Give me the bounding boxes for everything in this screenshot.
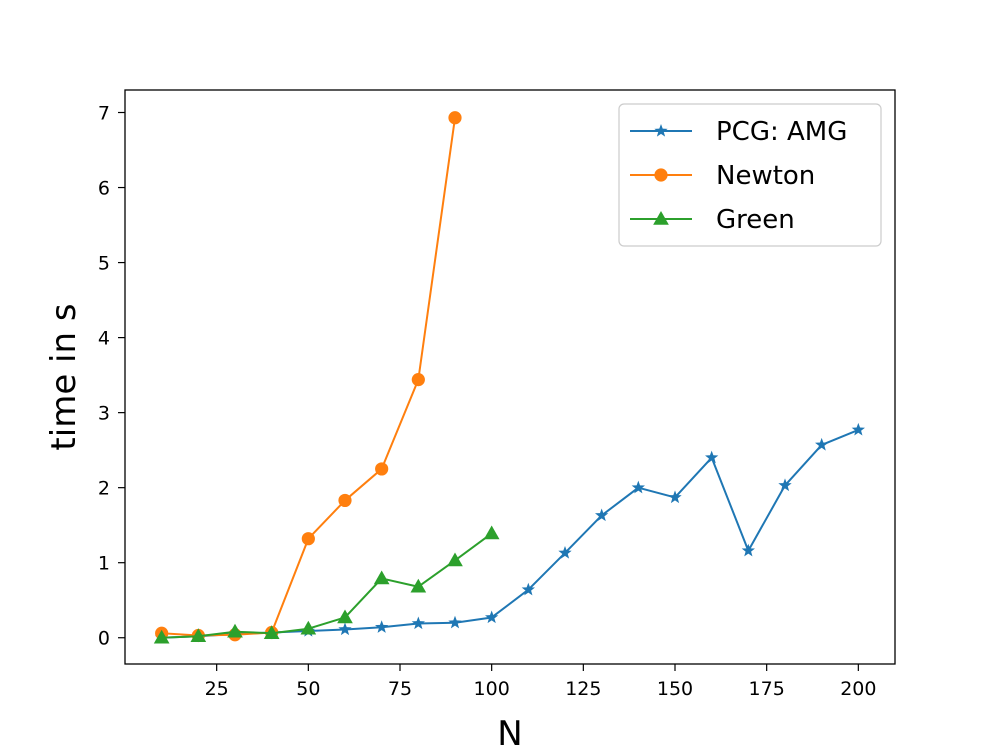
data-point-newton xyxy=(375,462,389,476)
x-tick-label: 150 xyxy=(657,678,693,700)
data-point-green xyxy=(190,628,207,642)
data-point-green xyxy=(447,552,463,567)
legend-entry-pcg-amg: PCG: AMG xyxy=(630,117,847,147)
y-tick-label: 2 xyxy=(98,478,110,500)
data-point-pcg-amg xyxy=(815,437,829,451)
data-point-newton xyxy=(411,373,425,387)
data-point-green xyxy=(263,625,280,639)
data-point-pcg-amg xyxy=(595,508,609,522)
data-point-newton xyxy=(301,532,315,546)
legend: PCG: AMG Newton Green xyxy=(618,103,882,247)
data-point-pcg-amg xyxy=(741,543,755,557)
y-tick-label: 6 xyxy=(98,178,110,200)
legend-label-green: Green xyxy=(716,205,795,235)
plot-frame xyxy=(124,89,896,665)
legend-box xyxy=(618,103,882,247)
y-tick-label: 3 xyxy=(98,403,110,425)
x-axis-label: N xyxy=(497,714,522,747)
data-point-green xyxy=(483,525,500,540)
y-tick-label: 5 xyxy=(98,253,110,275)
data-point-pcg-amg xyxy=(521,582,535,596)
data-point-pcg-amg xyxy=(558,545,572,559)
data-point-pcg-amg xyxy=(668,490,682,504)
data-point-pcg-amg xyxy=(448,615,462,629)
y-tick-label: 4 xyxy=(98,328,110,350)
data-point-pcg-amg xyxy=(778,478,792,492)
data-point-green xyxy=(153,629,170,644)
series-line-green xyxy=(160,532,494,639)
x-tick-label: 50 xyxy=(296,678,320,700)
data-point-pcg-amg xyxy=(338,622,352,636)
y-axis-label: time in s xyxy=(44,303,84,450)
legend-entries: PCG: AMG Newton Green xyxy=(630,117,847,235)
y-axis-ticks: 0 1 2 3 4 5 6 7 xyxy=(98,103,125,650)
data-point-green xyxy=(373,570,390,585)
x-tick-label: 100 xyxy=(474,678,510,700)
data-point-pcg-amg xyxy=(705,450,719,464)
data-point-green xyxy=(227,623,243,638)
legend-marker-pcg-amg xyxy=(654,124,668,137)
data-point-newton xyxy=(338,493,352,508)
legend-marker-green xyxy=(653,211,669,225)
legend-entry-newton: Newton xyxy=(630,161,815,191)
data-point-green xyxy=(300,620,317,635)
series-layer xyxy=(153,111,865,644)
x-tick-label: 175 xyxy=(749,678,785,700)
x-tick-label: 25 xyxy=(205,678,229,700)
data-point-pcg-amg xyxy=(631,480,645,494)
x-tick-label: 200 xyxy=(840,678,876,700)
legend-label-newton: Newton xyxy=(716,161,815,191)
data-point-green xyxy=(410,578,427,593)
data-point-pcg-amg xyxy=(485,610,499,624)
data-point-pcg-amg xyxy=(851,422,865,436)
data-point-newton xyxy=(448,111,462,125)
x-tick-label: 75 xyxy=(388,678,412,700)
series-green xyxy=(153,525,500,644)
legend-entry-green: Green xyxy=(630,205,795,235)
x-tick-label: 125 xyxy=(565,678,601,700)
data-point-pcg-amg xyxy=(411,616,425,630)
data-point-green xyxy=(337,609,353,624)
legend-marker-newton xyxy=(654,168,668,182)
y-tick-label: 1 xyxy=(98,553,110,575)
legend-label-pcg-amg: PCG: AMG xyxy=(716,117,847,147)
y-tick-label: 0 xyxy=(98,628,110,650)
x-axis-ticks: 25 50 75 100 125 150 175 200 xyxy=(205,664,876,700)
y-tick-label: 7 xyxy=(98,103,110,125)
data-point-pcg-amg xyxy=(375,620,389,633)
